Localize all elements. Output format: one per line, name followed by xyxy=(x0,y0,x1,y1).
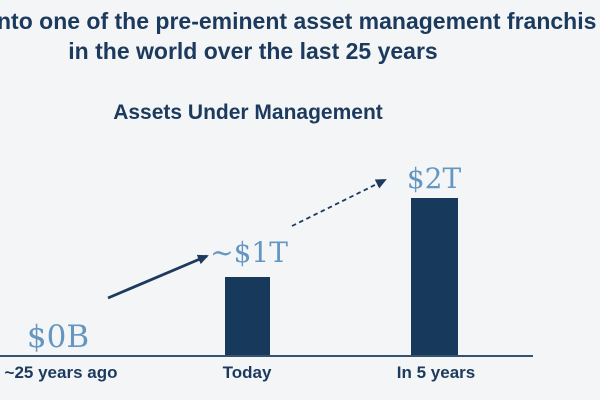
x-label-in-5-years: In 5 years xyxy=(396,363,476,382)
growth-arrow-solid xyxy=(107,254,209,300)
bar-in-5-years xyxy=(411,198,458,356)
x-label-25-years-ago: ~25 years ago xyxy=(4,363,118,382)
slide-title-line2: in the world over the last 25 years xyxy=(68,38,438,64)
slide-title-line1: nto one of the pre-eminent asset managem… xyxy=(0,8,597,34)
x-label-today: Today xyxy=(222,363,272,382)
chart-title: Assets Under Management xyxy=(113,101,383,124)
value-label-today: ~$1T xyxy=(210,236,288,269)
value-label-in-5-years: $2T xyxy=(406,162,462,195)
x-axis-line xyxy=(0,355,533,357)
bar-today xyxy=(225,277,270,356)
growth-arrow-dashed xyxy=(291,179,387,227)
value-label-25-years-ago: $0B xyxy=(26,319,90,355)
